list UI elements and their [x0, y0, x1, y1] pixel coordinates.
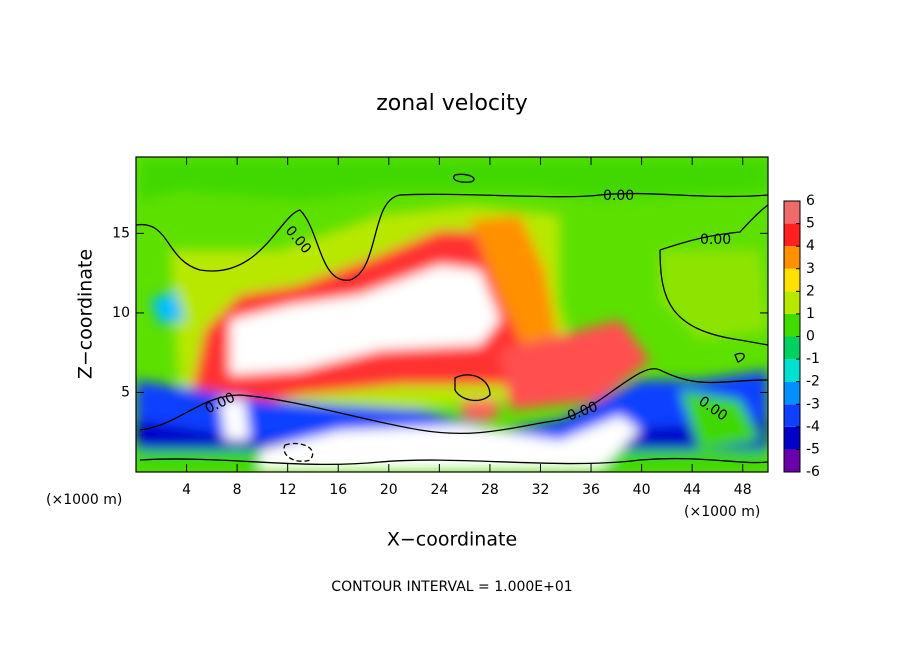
- footer: CONTOUR INTERVAL = 1.000E+01: [331, 579, 572, 595]
- x-tick-label: 32: [532, 482, 550, 498]
- x-tick-label: 40: [633, 482, 651, 498]
- colorbar-tick-label: 4: [806, 238, 815, 254]
- colorbar-band: [784, 313, 800, 337]
- colorbar-tick-label: 5: [806, 216, 815, 232]
- contour-label: 0.00: [603, 188, 634, 204]
- colorbar-tick-label: -3: [806, 396, 820, 412]
- colorbar-band: [784, 291, 800, 314]
- colorbar-tick-label: 3: [806, 261, 815, 277]
- x-unit-right: (×1000 m): [684, 504, 760, 520]
- x-tick-label: 4: [182, 482, 191, 498]
- x-tick-label: 44: [683, 482, 701, 498]
- colorbar-tick-label: -5: [806, 441, 820, 457]
- colorbar-tick-label: 2: [806, 283, 815, 299]
- colorbar-tick-label: -4: [806, 419, 820, 435]
- contour-label: 0.00: [700, 232, 731, 248]
- colorbar-band: [784, 336, 800, 360]
- x-tick-label: 24: [430, 482, 448, 498]
- chart-title: zonal velocity: [376, 91, 528, 116]
- y-tick-label: 5: [121, 384, 130, 400]
- colorbar-tick-label: -1: [806, 351, 820, 367]
- contour-field: [136, 157, 768, 472]
- x-tick-label: 20: [380, 482, 398, 498]
- colorbar-band: [784, 223, 800, 247]
- colorbar-tick-label: 1: [806, 306, 815, 322]
- x-axis-label: X−coordinate: [387, 529, 517, 551]
- colorbar-band: [784, 404, 800, 427]
- colorbar-band: [784, 268, 800, 292]
- x-tick-label: 16: [329, 482, 347, 498]
- x-tick-label: 36: [582, 482, 600, 498]
- colorbar-band: [784, 449, 800, 472]
- plot-frame: [135, 156, 769, 473]
- x-unit-left: (×1000 m): [46, 492, 122, 508]
- colorbar-band: [784, 381, 800, 405]
- colorbar-band: [784, 246, 800, 269]
- y-tick-label: 10: [112, 305, 130, 321]
- y-tick-label: 15: [112, 225, 130, 241]
- colorbar-tick-label: 6: [806, 193, 815, 209]
- colorbar-tick-label: 0: [806, 329, 815, 345]
- colorbar-tick-label: -2: [806, 374, 820, 390]
- x-tick-label: 8: [233, 482, 242, 498]
- x-tick-label: 12: [279, 482, 297, 498]
- x-tick-label: 28: [481, 482, 499, 498]
- colorbar-band: [784, 359, 800, 382]
- colorbar-band: [784, 201, 800, 224]
- y-axis-label: Z−coordinate: [75, 249, 97, 379]
- colorbar-tick-label: -6: [806, 464, 820, 480]
- colorbar-band: [784, 426, 800, 450]
- x-tick-label: 48: [734, 482, 752, 498]
